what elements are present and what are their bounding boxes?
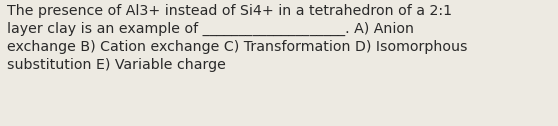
Text: The presence of Al3+ instead of Si4+ in a tetrahedron of a 2:1
layer clay is an : The presence of Al3+ instead of Si4+ in …: [7, 4, 468, 72]
